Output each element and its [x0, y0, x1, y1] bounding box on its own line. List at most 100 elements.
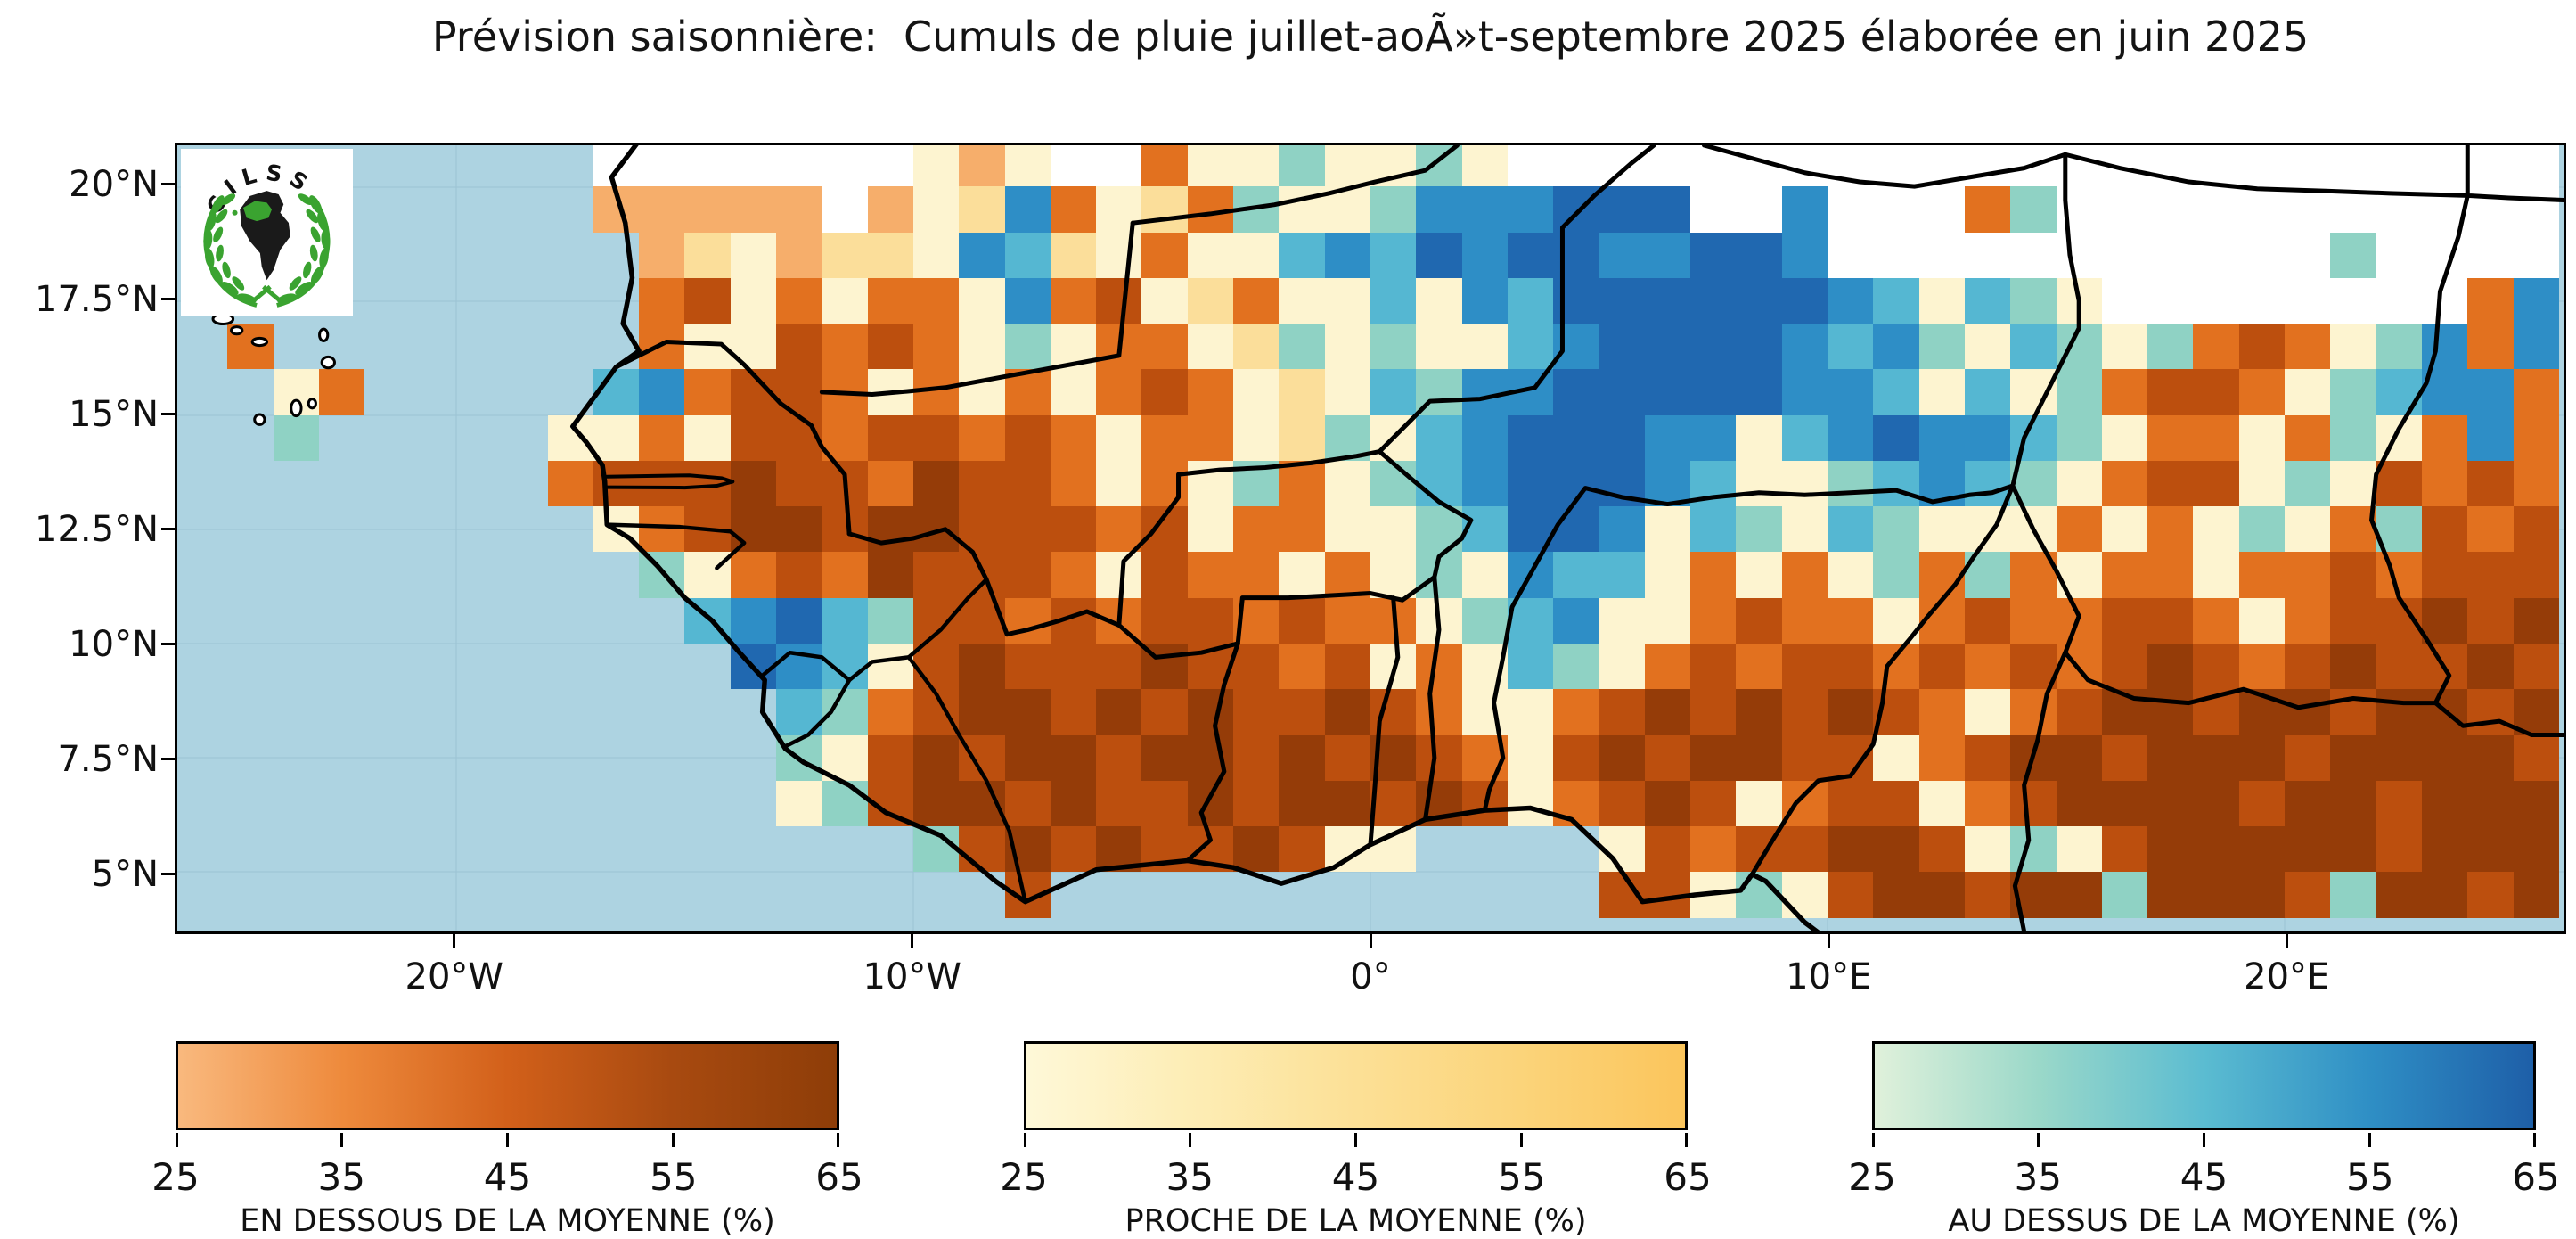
graticule-parallel	[177, 871, 2564, 874]
map-cell	[1370, 324, 1417, 370]
map-cell	[1918, 644, 1965, 690]
map-cell	[639, 232, 685, 278]
map-cell	[639, 369, 685, 415]
x-tick-mark	[453, 934, 456, 948]
map-cell	[1096, 369, 1142, 415]
map-cell	[2147, 689, 2194, 735]
colorbar-tick-mark	[506, 1133, 509, 1147]
map-cell	[1918, 369, 1965, 415]
map-cell	[822, 506, 868, 553]
map-cell	[1507, 186, 1554, 233]
map-cell	[1644, 186, 1691, 233]
map-cell	[2376, 460, 2422, 507]
map-cell	[867, 689, 913, 735]
map-cell	[1461, 552, 1508, 598]
map-cell	[1096, 460, 1142, 507]
map-cell	[1781, 689, 1828, 735]
map-cell	[1918, 689, 1965, 735]
colorbar-caption: AU DESSUS DE LA MOYENNE (%)	[1948, 1203, 2460, 1239]
map-cell	[1507, 145, 1554, 187]
map-cell	[1553, 145, 1599, 187]
map-cell	[1690, 780, 1737, 827]
map-cell	[776, 552, 822, 598]
map-cell	[867, 506, 913, 553]
map-cell	[912, 460, 960, 507]
map-cell	[2285, 552, 2331, 598]
map-cell	[2330, 414, 2376, 461]
map-cell	[2238, 552, 2286, 598]
map-cell	[1873, 145, 1919, 187]
map-cell	[867, 324, 913, 370]
map-cell	[867, 145, 913, 187]
map-cell	[1004, 780, 1051, 827]
map-cell	[547, 460, 593, 507]
map-cell	[867, 644, 913, 690]
map-cell	[2513, 414, 2559, 461]
map-cell	[2330, 506, 2376, 553]
map-cell	[1050, 369, 1097, 415]
map-cell	[1828, 872, 1874, 918]
map-cell	[2421, 872, 2468, 918]
colorbar-gradient	[1872, 1041, 2536, 1130]
map-cell	[1050, 277, 1097, 324]
map-cell	[593, 414, 640, 461]
map-cell	[2467, 826, 2514, 873]
map-cell	[1141, 780, 1188, 827]
map-cell	[1187, 506, 1234, 553]
map-cell	[2421, 734, 2468, 781]
map-cell	[1553, 414, 1599, 461]
map-cell	[959, 644, 1005, 690]
map-cell	[2285, 872, 2331, 918]
map-cell	[1690, 689, 1737, 735]
country-borders	[177, 145, 2564, 931]
colorbar-tick-mark	[1872, 1133, 1875, 1147]
map-cell	[1324, 324, 1370, 370]
map-cell	[1096, 780, 1142, 827]
map-cell	[1050, 186, 1097, 233]
map-cell	[1736, 324, 1782, 370]
map-cell	[2513, 689, 2559, 735]
map-cell	[2147, 232, 2194, 278]
map-cell	[912, 780, 960, 827]
map-cell	[2238, 277, 2286, 324]
map-cell	[1187, 324, 1234, 370]
map-cell	[2467, 277, 2514, 324]
page-title: Prévision saisonnière: Cumuls de pluie j…	[431, 12, 2310, 61]
map-cell	[730, 232, 777, 278]
map-cell	[2285, 277, 2331, 324]
map-cell	[1233, 506, 1280, 553]
map-cell	[639, 460, 685, 507]
map-cell	[1644, 324, 1691, 370]
map-cell	[1828, 506, 1874, 553]
map-cell	[2467, 780, 2514, 827]
x-tick-label: 20°W	[405, 956, 503, 997]
map-cell	[2238, 734, 2286, 781]
map-cell	[1279, 780, 1325, 827]
map-cell	[2010, 277, 2057, 324]
map-cell	[1096, 506, 1142, 553]
map-cell	[2010, 597, 2057, 644]
map-cell	[1279, 324, 1325, 370]
map-cell	[2193, 277, 2239, 324]
map-cell	[2285, 780, 2331, 827]
map-cell	[1233, 232, 1280, 278]
map-cell	[2193, 460, 2239, 507]
map-cell	[1370, 780, 1417, 827]
x-tick-mark	[911, 934, 914, 948]
map-cell	[2285, 597, 2331, 644]
map-cell	[1553, 644, 1599, 690]
map-cell	[867, 186, 913, 233]
map-cell	[1690, 232, 1737, 278]
map-cell	[1461, 145, 1508, 187]
map-cell	[1644, 506, 1691, 553]
map-cell	[1461, 597, 1508, 644]
map-cell	[1599, 506, 1645, 553]
map-cell	[2513, 145, 2559, 187]
map-cell	[822, 597, 868, 644]
map-cell	[2330, 145, 2376, 187]
map-cell	[1918, 414, 1965, 461]
map-cell	[2193, 414, 2239, 461]
map-cell	[2147, 597, 2194, 644]
x-tick-label: 10°W	[863, 956, 961, 997]
map-cell	[1324, 552, 1370, 598]
